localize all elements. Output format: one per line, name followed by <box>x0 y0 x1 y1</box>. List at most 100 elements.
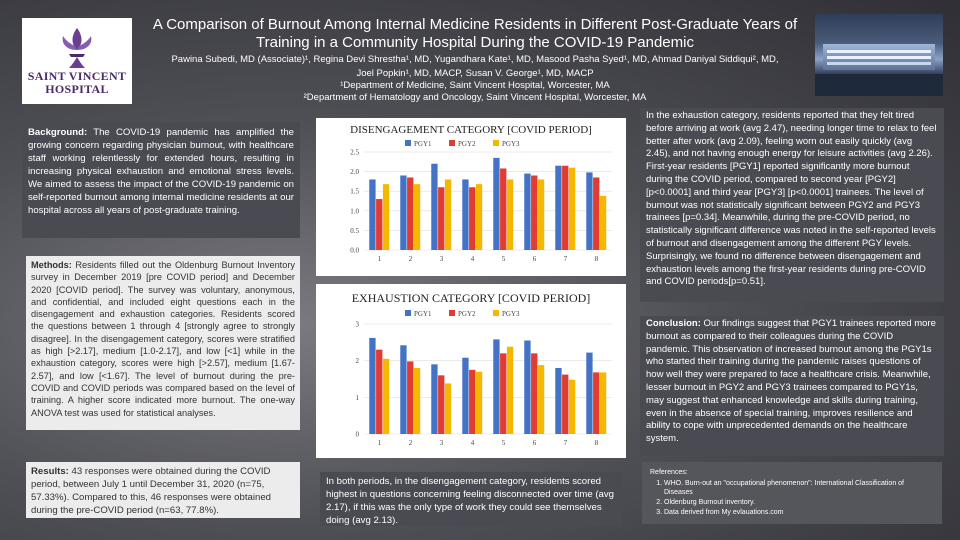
x-tick-label: 4 <box>471 255 475 263</box>
y-tick-label: 0.0 <box>350 247 359 255</box>
bar-pgy2-q1 <box>376 199 383 250</box>
bar-pgy2-q6 <box>531 353 538 434</box>
conclusion-heading: Conclusion: <box>646 318 701 329</box>
logo-line1: SAINT VINCENT <box>27 69 127 83</box>
affiliation-2: ²Department of Hematology and Oncology, … <box>303 92 647 103</box>
legend-label-pgy3: PGY3 <box>502 310 520 318</box>
y-tick-label: 1 <box>356 394 360 402</box>
x-tick-label: 8 <box>595 439 599 447</box>
legend-label-pgy1: PGY1 <box>414 140 432 148</box>
y-tick-label: 1.0 <box>350 207 359 215</box>
poster-title: A Comparison of Burnout Among Internal M… <box>152 16 798 51</box>
bar-pgy2-q3 <box>438 187 445 250</box>
bar-pgy3-q8 <box>599 372 607 434</box>
bar-pgy3-q3 <box>444 179 452 250</box>
bar-pgy3-q4 <box>475 371 483 434</box>
bar-pgy1-q2 <box>400 345 407 434</box>
x-tick-label: 8 <box>595 255 599 263</box>
legend-swatch-pgy2 <box>449 310 455 316</box>
reference-item: Oldenburg Burnout inventory. <box>664 498 934 507</box>
poster-header: A Comparison of Burnout Among Internal M… <box>140 16 810 104</box>
authors-line-1: Pawina Subedi, MD (Associate)¹, Regina D… <box>171 54 779 65</box>
x-tick-label: 3 <box>440 255 444 263</box>
bar-pgy2-q5 <box>500 353 507 434</box>
bar-pgy3-q6 <box>537 365 545 434</box>
legend-label-pgy2: PGY2 <box>458 310 476 318</box>
bar-pgy3-q2 <box>413 184 421 250</box>
bar-pgy2-q4 <box>469 369 476 434</box>
y-tick-label: 2.0 <box>350 168 359 176</box>
x-tick-label: 2 <box>409 439 413 447</box>
bar-pgy3-q1 <box>382 358 390 434</box>
bar-pgy3-q3 <box>444 383 452 434</box>
reference-item: WHO. Burn-out an "occupational phenomeno… <box>664 479 934 497</box>
bar-pgy1-q8 <box>586 172 593 250</box>
disengagement-findings-text: In both periods, in the disengagement ca… <box>326 476 614 526</box>
x-tick-label: 5 <box>502 255 506 263</box>
references-list: WHO. Burn-out an "occupational phenomeno… <box>650 479 934 517</box>
x-tick-label: 6 <box>533 255 537 263</box>
references-heading: References: <box>650 469 688 476</box>
bar-pgy1-q3 <box>431 364 438 434</box>
exhaustion-findings-text: In the exhaustion category, residents re… <box>646 110 937 288</box>
bar-pgy1-q1 <box>369 337 376 434</box>
bar-pgy1-q4 <box>462 357 469 434</box>
bar-pgy3-q2 <box>413 368 421 434</box>
y-tick-label: 1.5 <box>350 188 359 196</box>
legend-swatch-pgy3 <box>493 140 499 146</box>
x-tick-label: 4 <box>471 439 475 447</box>
hospital-photo <box>815 14 943 96</box>
background-text: The COVID-19 pandemic has amplified the … <box>28 127 294 216</box>
bar-pgy3-q4 <box>475 184 483 250</box>
legend-swatch-pgy1 <box>405 140 411 146</box>
disengagement-chart: DISENGAGEMENT CATEGORY [COVID PERIOD] PGY… <box>350 124 612 263</box>
bar-pgy2-q8 <box>593 372 600 434</box>
bar-pgy1-q8 <box>586 352 593 434</box>
methods-heading: Methods: <box>31 260 72 270</box>
bar-pgy3-q6 <box>537 179 545 250</box>
bar-pgy3-q7 <box>568 167 576 250</box>
x-tick-label: 1 <box>378 255 382 263</box>
y-tick-label: 2.5 <box>350 149 359 157</box>
bar-pgy1-q4 <box>462 179 469 250</box>
bar-pgy3-q7 <box>568 379 576 434</box>
legend-swatch-pgy3 <box>493 310 499 316</box>
methods-section: Methods: Residents filled out the Oldenb… <box>26 256 300 430</box>
logo-line2: HOSPITAL <box>45 82 109 96</box>
hospital-logo: SAINT VINCENT HOSPITAL <box>22 18 132 104</box>
x-tick-label: 3 <box>440 439 444 447</box>
y-tick-label: 0.5 <box>350 227 359 235</box>
legend-label-pgy3: PGY3 <box>502 140 520 148</box>
background-heading: Background: <box>28 127 88 138</box>
bar-pgy1-q6 <box>524 340 531 434</box>
bar-pgy2-q5 <box>500 168 507 250</box>
y-tick-label: 0 <box>356 431 360 439</box>
authors-line-2: Joel Popkin¹, MD, MACP, Susan V. George¹… <box>356 68 594 79</box>
fleur-de-lis-icon <box>62 28 92 68</box>
bar-pgy2-q2 <box>407 361 414 434</box>
bar-pgy1-q7 <box>555 165 562 250</box>
legend-swatch-pgy2 <box>449 140 455 146</box>
bar-pgy1-q1 <box>369 179 376 250</box>
bar-pgy1-q2 <box>400 175 407 250</box>
bar-pgy3-q5 <box>506 179 514 250</box>
x-tick-label: 5 <box>502 439 506 447</box>
reference-item: Data derived from My evlauations.com <box>664 508 934 517</box>
legend-swatch-pgy1 <box>405 310 411 316</box>
disengagement-findings: In both periods, in the disengagement ca… <box>320 472 622 526</box>
bar-pgy1-q5 <box>493 339 500 434</box>
bar-pgy1-q7 <box>555 368 562 434</box>
x-tick-label: 6 <box>533 439 537 447</box>
x-tick-label: 7 <box>564 255 568 263</box>
background-section: Background: The COVID-19 pandemic has am… <box>22 122 300 238</box>
results-text: 43 responses were obtained during the CO… <box>31 466 271 516</box>
references-section: References: WHO. Burn-out an "occupation… <box>642 462 942 524</box>
methods-text: Residents filled out the Oldenburg Burno… <box>31 260 295 418</box>
affiliation-1: ¹Department of Medicine, Saint Vincent H… <box>340 80 610 91</box>
bar-pgy2-q6 <box>531 175 538 250</box>
bar-pgy2-q7 <box>562 165 569 250</box>
x-tick-label: 1 <box>378 439 382 447</box>
chart-title: EXHAUSTION CATEGORY [COVID PERIOD] <box>352 291 591 305</box>
legend-label-pgy1: PGY1 <box>414 310 432 318</box>
bar-pgy1-q3 <box>431 163 438 250</box>
